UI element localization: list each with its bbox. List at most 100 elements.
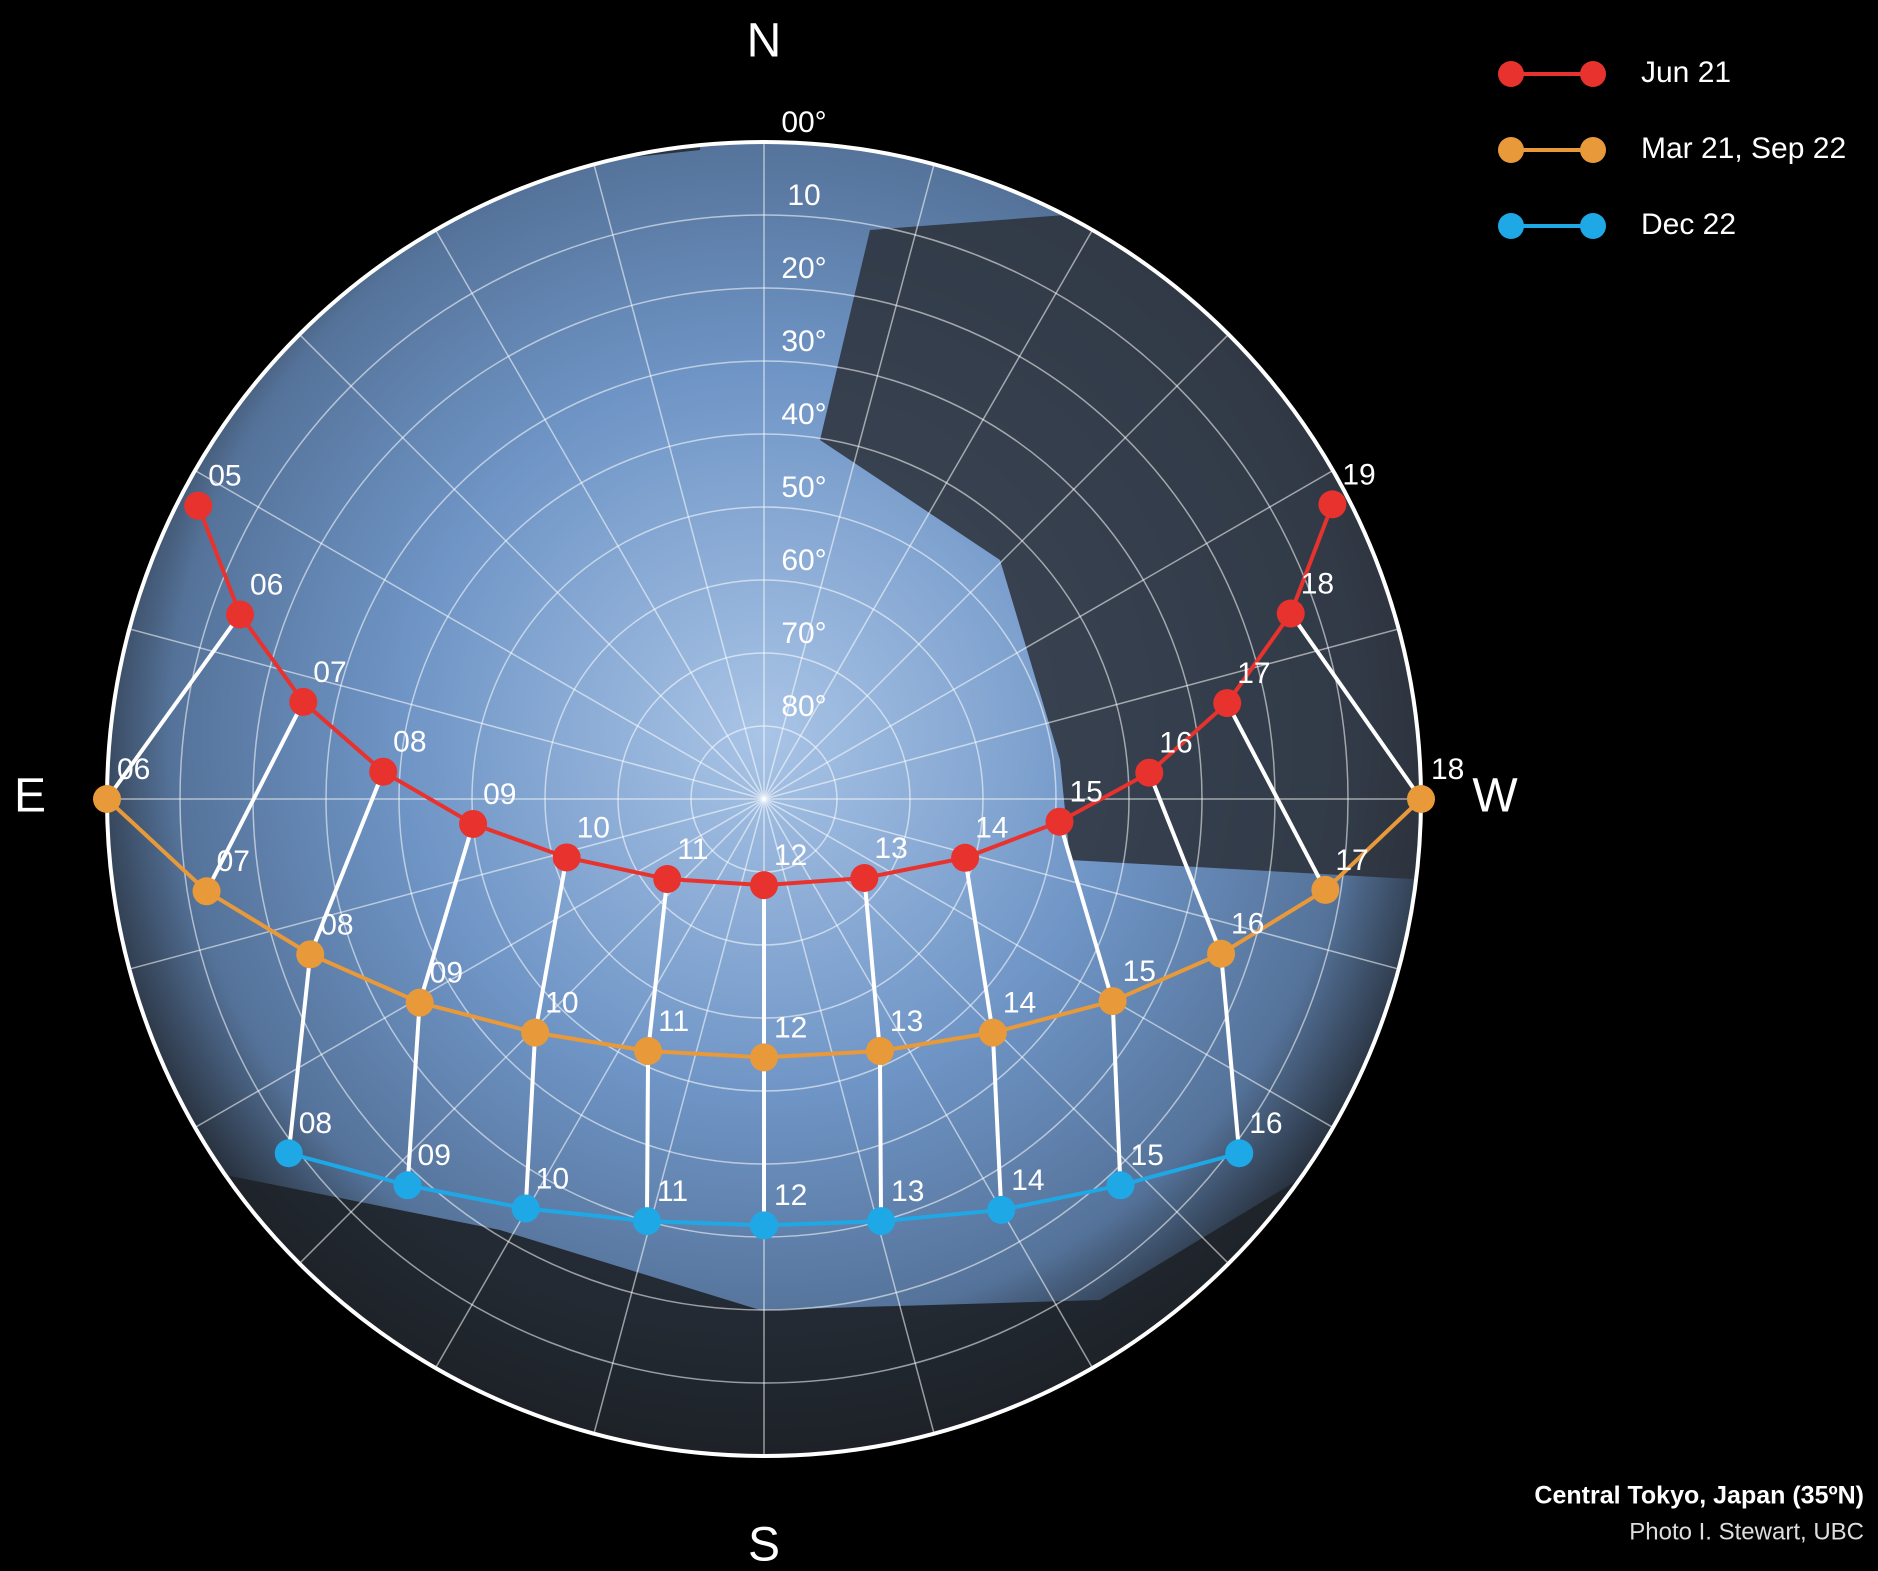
sun-point bbox=[1098, 987, 1127, 1016]
spoke bbox=[763, 229, 1094, 800]
hour-label: 11 bbox=[657, 1175, 688, 1208]
spoke bbox=[434, 229, 765, 800]
caption: Central Tokyo, Japan (35ºN) bbox=[1534, 1482, 1864, 1510]
hour-label: 06 bbox=[117, 753, 150, 786]
sun-point bbox=[865, 1037, 894, 1066]
hour-label: 19 bbox=[1342, 458, 1375, 491]
r-tick-label: 80° bbox=[781, 690, 826, 723]
hour-label: 18 bbox=[1431, 753, 1464, 786]
spoke bbox=[593, 798, 765, 1434]
hour-line bbox=[204, 700, 306, 893]
r-tick-label: 00° bbox=[781, 106, 826, 139]
sun-point bbox=[951, 843, 980, 872]
hour-label: 11 bbox=[658, 1005, 689, 1038]
sun-point bbox=[369, 757, 398, 786]
legend-marker bbox=[1580, 137, 1606, 163]
sun-point bbox=[850, 864, 879, 893]
hour-label: 12 bbox=[774, 839, 807, 872]
sun-point bbox=[978, 1018, 1007, 1047]
spoke bbox=[129, 798, 765, 970]
grid: 00° 10 20° 30° 40° 50° 60° 70° 80° bbox=[106, 106, 1422, 1457]
hour-label: 15 bbox=[1070, 776, 1103, 809]
legend-marker bbox=[1580, 213, 1606, 239]
hour-label: 15 bbox=[1130, 1139, 1163, 1172]
hour-label: 10 bbox=[577, 811, 610, 844]
sun-point bbox=[192, 877, 221, 906]
sun-point bbox=[1276, 599, 1305, 628]
sun-point bbox=[1135, 758, 1164, 787]
spoke bbox=[129, 628, 765, 800]
hour-label: 13 bbox=[874, 832, 907, 865]
sun-point bbox=[296, 940, 325, 969]
direction-label: W bbox=[1472, 770, 1518, 823]
hour-label: 17 bbox=[1237, 657, 1270, 690]
sun-point bbox=[750, 871, 778, 900]
legend-label: Dec 22 bbox=[1641, 208, 1736, 241]
hour-label: 13 bbox=[890, 1005, 923, 1038]
hour-label: 08 bbox=[393, 726, 426, 759]
hour-label: 18 bbox=[1301, 567, 1334, 600]
r-tick-label: 40° bbox=[781, 398, 826, 431]
sun-point bbox=[226, 600, 255, 629]
legend-marker bbox=[1498, 137, 1524, 163]
sun-point bbox=[1225, 1139, 1254, 1168]
hour-label: 07 bbox=[217, 845, 250, 878]
sun-point bbox=[653, 865, 682, 894]
r-tick-label: 50° bbox=[781, 471, 826, 504]
direction-label: N bbox=[747, 15, 782, 68]
sun-point bbox=[987, 1195, 1016, 1224]
hour-label: 10 bbox=[545, 987, 578, 1020]
r-tick-label: 60° bbox=[781, 544, 826, 577]
legend-label: Jun 21 bbox=[1641, 56, 1731, 89]
sun-point bbox=[93, 785, 121, 813]
sun-point bbox=[274, 1139, 303, 1168]
sun-point bbox=[634, 1037, 663, 1066]
sun-point bbox=[552, 843, 581, 872]
hour-label: 16 bbox=[1249, 1107, 1282, 1140]
hour-label: 15 bbox=[1123, 955, 1156, 988]
hour-label: 06 bbox=[250, 568, 283, 601]
hour-label: 09 bbox=[430, 957, 463, 990]
legend-marker bbox=[1498, 213, 1524, 239]
r-tick-label: 10 bbox=[787, 179, 820, 212]
hour-label: 14 bbox=[1011, 1164, 1044, 1197]
sun-point bbox=[1318, 490, 1347, 519]
hour-label: 17 bbox=[1335, 844, 1368, 877]
grid-ring bbox=[179, 214, 1349, 1384]
spoke bbox=[763, 798, 1094, 1369]
hour-line bbox=[1289, 612, 1423, 801]
hour-label: 14 bbox=[975, 812, 1008, 845]
sun-point bbox=[1106, 1171, 1135, 1200]
spoke bbox=[763, 798, 935, 1434]
sun-point bbox=[405, 988, 434, 1017]
sun-point bbox=[632, 1207, 661, 1236]
sun-point bbox=[459, 809, 488, 838]
hour-label: 12 bbox=[774, 1011, 807, 1044]
spoke bbox=[194, 798, 765, 1129]
hour-line bbox=[105, 613, 242, 801]
hour-label: 16 bbox=[1231, 908, 1264, 941]
legend-marker bbox=[1498, 61, 1524, 87]
sun-point bbox=[867, 1207, 896, 1236]
hour-label: 05 bbox=[208, 460, 241, 493]
direction-label: E bbox=[14, 770, 46, 823]
credit: Photo I. Stewart, UBC bbox=[1629, 1518, 1864, 1545]
r-tick-label: 20° bbox=[781, 252, 826, 285]
hour-label: 10 bbox=[536, 1162, 569, 1195]
spoke bbox=[194, 469, 765, 800]
hour-label: 13 bbox=[891, 1175, 924, 1208]
sun-point bbox=[1045, 807, 1074, 836]
sun-point bbox=[521, 1018, 550, 1047]
spoke bbox=[763, 469, 1334, 800]
spoke bbox=[763, 628, 1399, 800]
spoke bbox=[763, 333, 1230, 800]
sun-point bbox=[289, 687, 318, 716]
hour-label: 14 bbox=[1003, 987, 1036, 1020]
sun-point bbox=[393, 1171, 422, 1200]
hour-label: 08 bbox=[320, 908, 353, 941]
hour-label: 11 bbox=[677, 833, 708, 866]
spoke bbox=[763, 164, 935, 800]
direction-label: S bbox=[748, 1519, 780, 1571]
sun-point bbox=[1207, 939, 1236, 968]
